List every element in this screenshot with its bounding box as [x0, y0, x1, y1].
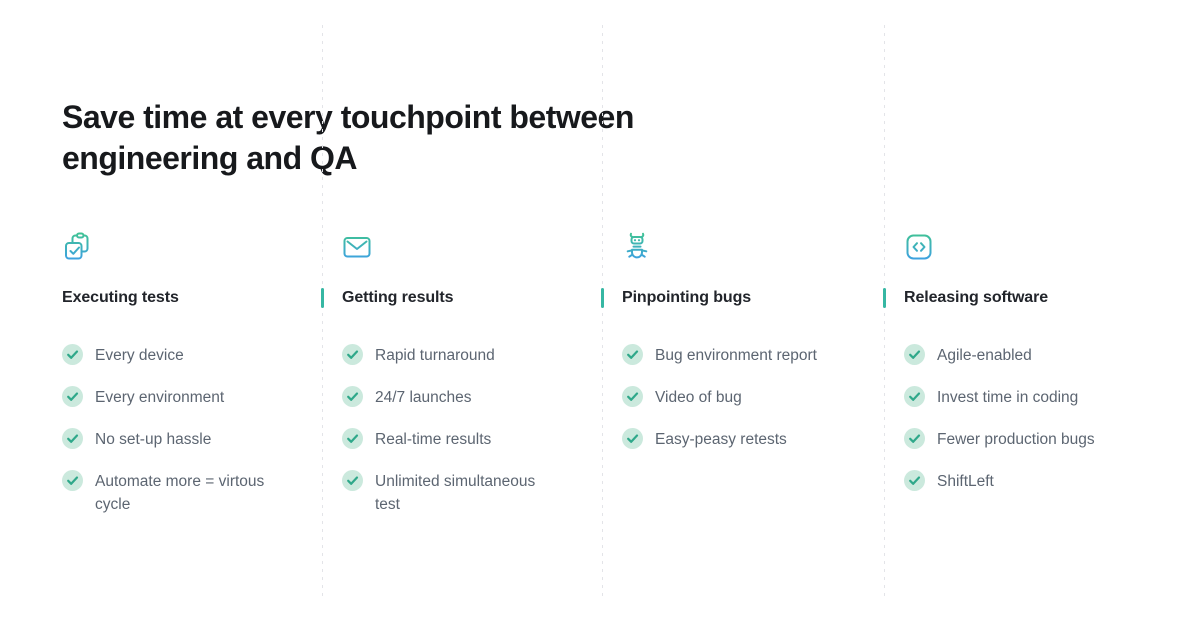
list-item: ShiftLeft	[904, 470, 1144, 493]
list-item: Unlimited simultaneous test	[342, 470, 582, 516]
list-item-text: Invest time in coding	[937, 389, 1079, 406]
list-item-text: Real-time results	[375, 431, 492, 448]
list-item-text: ShiftLeft	[937, 473, 994, 490]
list-item: 24/7 launches	[342, 386, 582, 409]
column-title: Releasing software	[904, 289, 1049, 306]
check-icon	[904, 428, 925, 449]
list-item-text: Easy-peasy retests	[655, 431, 787, 448]
list-item-text: Every device	[95, 347, 184, 364]
list-item: Real-time results	[342, 428, 582, 451]
list-item-text: Unlimited simultaneous test	[375, 473, 536, 513]
column-separator	[602, 25, 603, 600]
list-item-text: Rapid turnaround	[375, 347, 495, 364]
check-icon	[622, 386, 643, 407]
feature-list: Rapid turnaround 24/7 launches Real-time…	[342, 344, 582, 516]
list-item-text: Bug environment report	[655, 347, 817, 364]
list-item: Easy-peasy retests	[622, 428, 862, 451]
check-icon	[904, 470, 925, 491]
code-icon	[904, 232, 934, 262]
list-item-text: No set-up hassle	[95, 431, 212, 448]
column-separator	[322, 25, 323, 600]
check-icon	[342, 386, 363, 407]
check-icon	[342, 428, 363, 449]
check-icon	[904, 344, 925, 365]
list-item: Rapid turnaround	[342, 344, 582, 367]
envelope-icon	[342, 232, 372, 262]
clipboard-check-icon	[62, 232, 92, 262]
feature-column-2: Getting results Rapid turnaround 24/7 la…	[342, 232, 582, 535]
column-title: Getting results	[342, 289, 454, 306]
check-icon	[62, 386, 83, 407]
list-item: No set-up hassle	[62, 428, 302, 451]
list-item-text: Video of bug	[655, 389, 742, 406]
list-item: Video of bug	[622, 386, 862, 409]
check-icon	[904, 386, 925, 407]
check-icon	[342, 470, 363, 491]
list-item: Agile-enabled	[904, 344, 1144, 367]
list-item-text: 24/7 launches	[375, 389, 472, 406]
list-item-text: Fewer production bugs	[937, 431, 1095, 448]
list-item-text: Automate more = virtous cycle	[95, 473, 265, 513]
section-headline: Save time at every touchpoint between en…	[62, 99, 634, 176]
feature-column-4: Releasing software Agile-enabled Invest …	[904, 232, 1144, 512]
check-icon	[622, 428, 643, 449]
list-item: Automate more = virtous cycle	[62, 470, 302, 516]
list-item: Fewer production bugs	[904, 428, 1144, 451]
column-title: Executing tests	[62, 289, 179, 306]
column-title: Pinpointing bugs	[622, 289, 752, 306]
bug-icon	[622, 232, 652, 262]
feature-list: Every device Every environment No set-up…	[62, 344, 302, 516]
column-separator	[884, 25, 885, 600]
check-icon	[62, 344, 83, 365]
list-item: Bug environment report	[622, 344, 862, 367]
check-icon	[342, 344, 363, 365]
check-icon	[62, 428, 83, 449]
list-item: Invest time in coding	[904, 386, 1144, 409]
check-icon	[622, 344, 643, 365]
accent-bar	[321, 288, 324, 308]
check-icon	[62, 470, 83, 491]
feature-list: Agile-enabled Invest time in coding Fewe…	[904, 344, 1144, 493]
accent-bar	[601, 288, 604, 308]
feature-list: Bug environment report Video of bug Easy…	[622, 344, 862, 451]
feature-column-1: Executing tests Every device Every envir…	[62, 232, 302, 535]
list-item: Every environment	[62, 386, 302, 409]
list-item-text: Agile-enabled	[937, 347, 1032, 364]
list-item: Every device	[62, 344, 302, 367]
accent-bar	[883, 288, 886, 308]
feature-column-3: Pinpointing bugs Bug environment report …	[622, 232, 862, 470]
list-item-text: Every environment	[95, 389, 225, 406]
